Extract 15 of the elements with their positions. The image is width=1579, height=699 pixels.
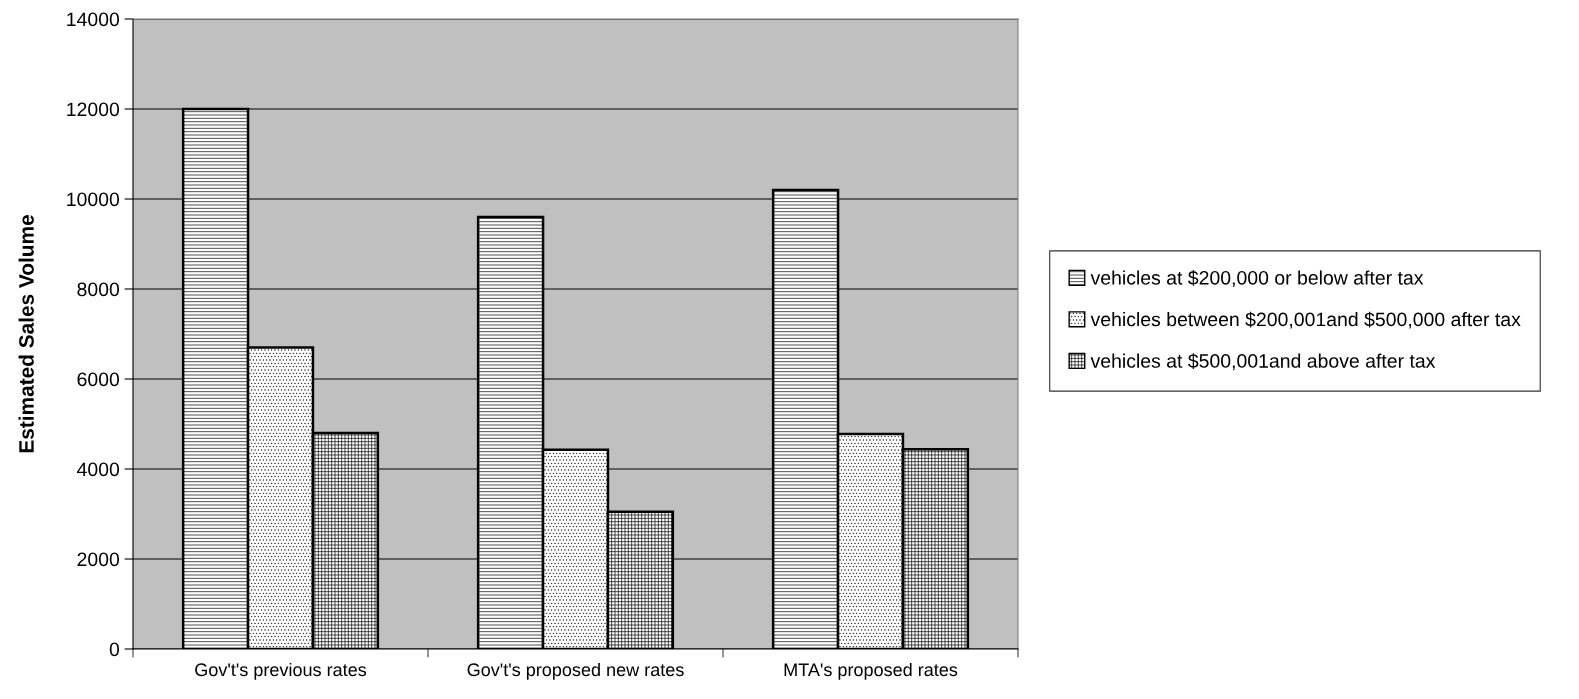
y-tick-label: 8000 xyxy=(77,282,120,297)
y-tick-label: 4000 xyxy=(77,462,120,477)
x-tick-label: MTA's proposed rates xyxy=(784,662,958,680)
x-tick-label: Gov't's previous rates xyxy=(195,662,367,680)
x-tick-label: Gov't's proposed new rates xyxy=(467,662,684,680)
y-axis-title: Estimated Sales Volume xyxy=(18,215,34,453)
legend-label: vehicles at $200,000 or below after tax xyxy=(1090,270,1424,288)
legend-label: vehicles at $500,001and above after tax xyxy=(1090,353,1436,371)
y-tick-label: 6000 xyxy=(77,372,120,387)
y-tick-label: 2000 xyxy=(77,552,120,567)
y-tick-label: 14000 xyxy=(67,12,120,27)
y-tick-label: 0 xyxy=(109,642,120,657)
y-tick-label: 10000 xyxy=(67,192,120,207)
y-tick-label: 12000 xyxy=(67,102,120,117)
legend-label: vehicles between $200,001and $500,000 after tax xyxy=(1090,311,1521,329)
